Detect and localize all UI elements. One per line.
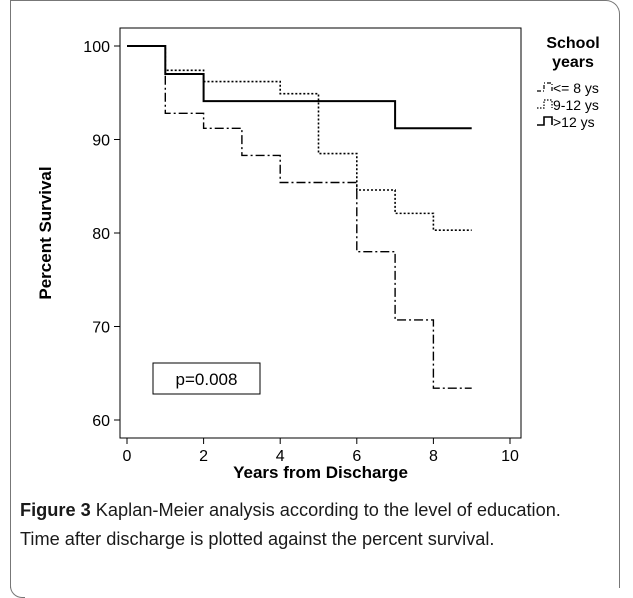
x-tick-label: 10: [501, 448, 519, 465]
legend-label-3: >12 ys: [553, 114, 595, 130]
x-tick-label: 4: [276, 448, 285, 465]
figure-label: Figure 3: [20, 500, 91, 520]
legend-symbol-2: [537, 99, 553, 109]
figure-caption-text: Kaplan-Meier analysis according to the l…: [20, 500, 561, 549]
y-axis-title: Percent Survival: [36, 166, 55, 299]
km-survival-chart: 60 70 80 90 100 0 2 4 6 8 10 Years from Discharge Pe…: [36, 27, 600, 482]
x-tick-label: 2: [199, 448, 208, 465]
series-line-1: [127, 45, 472, 389]
legend-symbol-3: [537, 116, 553, 126]
x-tick-label: 8: [429, 448, 438, 465]
x-tick-label: 6: [352, 448, 361, 465]
legend-title: School: [546, 35, 599, 52]
x-axis-title: Years from Discharge: [233, 463, 408, 482]
legend-label-1: <= 8 ys: [553, 80, 599, 96]
p-value-box: [152, 362, 261, 395]
series-line-3: [127, 45, 472, 130]
legend-title: years: [552, 54, 594, 71]
y-tick-label: 100: [83, 39, 110, 56]
legend-symbol-1: [537, 82, 553, 92]
x-tick-label: 0: [123, 448, 132, 465]
series-line-2: [127, 45, 472, 231]
figure-caption: Figure 3 Kaplan-Meier analysis according…: [20, 496, 605, 554]
p-value-annotation: p=0.008: [176, 370, 238, 389]
y-tick-label: 90: [92, 133, 110, 150]
legend-label-2: 9-12 ys: [553, 97, 599, 113]
y-tick-label: 70: [92, 320, 110, 337]
y-tick-label: 80: [92, 226, 110, 243]
y-tick-label: 60: [92, 413, 110, 430]
